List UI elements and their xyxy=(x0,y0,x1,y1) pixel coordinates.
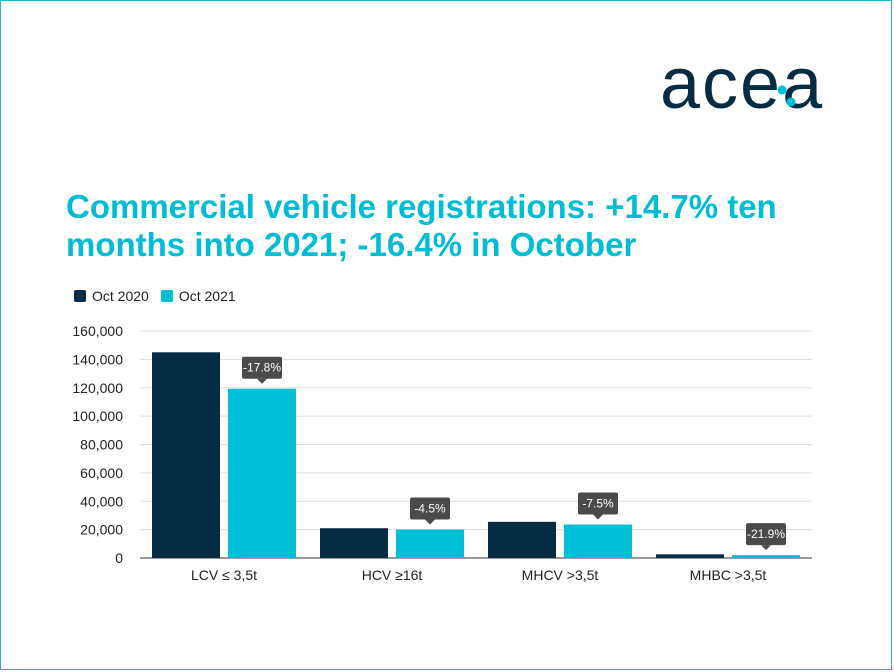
chart-title: Commercial vehicle registrations: +14.7%… xyxy=(66,188,777,263)
y-tick-label: 140,000 xyxy=(72,351,123,367)
bar xyxy=(732,555,800,558)
y-tick-label: 0 xyxy=(115,550,123,566)
chart-legend: Oct 2020 Oct 2021 xyxy=(74,288,248,304)
legend-item-oct-2020: Oct 2020 xyxy=(74,288,149,304)
x-category-label: LCV ≤ 3,5t xyxy=(191,567,257,583)
annotation-label: -7.5% xyxy=(582,497,614,511)
bar xyxy=(396,529,464,558)
y-tick-label: 100,000 xyxy=(72,408,123,424)
annotation-label: -17.8% xyxy=(243,361,281,375)
y-tick-label: 20,000 xyxy=(80,522,123,538)
annotation-pointer xyxy=(257,378,267,384)
annotation-box xyxy=(242,356,282,379)
annotation-box xyxy=(578,492,618,515)
bar xyxy=(152,352,220,558)
y-tick-label: 80,000 xyxy=(80,437,123,453)
annotation-pointer xyxy=(761,545,771,551)
y-tick-label: 40,000 xyxy=(80,493,123,509)
bar xyxy=(228,388,296,558)
acea-logo: acea xyxy=(660,50,824,120)
legend-label: Oct 2020 xyxy=(92,288,149,304)
y-tick-label: 160,000 xyxy=(72,323,123,339)
annotation-box xyxy=(746,523,786,546)
legend-label: Oct 2021 xyxy=(178,288,236,304)
legend-swatch xyxy=(160,290,173,302)
bar xyxy=(656,554,724,558)
y-tick-label: 60,000 xyxy=(80,465,123,481)
x-category-label: HCV ≥16t xyxy=(362,567,423,583)
logo-text: acea xyxy=(660,50,824,120)
bar xyxy=(320,528,388,558)
annotation-pointer xyxy=(593,514,603,520)
legend-swatch xyxy=(74,290,86,302)
annotation-box xyxy=(410,497,450,520)
bar xyxy=(564,524,632,558)
legend-item-oct-2021: Oct 2021 xyxy=(160,288,236,304)
x-category-label: MHBC >3,5t xyxy=(690,567,767,583)
bar xyxy=(488,521,556,558)
logo-dot-icon xyxy=(786,97,796,107)
y-tick-label: 120,000 xyxy=(72,380,123,396)
logo-dot-icon xyxy=(777,85,787,95)
annotation-label: -21.9% xyxy=(747,527,785,541)
annotation-pointer xyxy=(425,519,435,525)
x-category-label: MHCV >3,5t xyxy=(522,567,599,583)
annotation-label: -4.5% xyxy=(414,501,446,515)
